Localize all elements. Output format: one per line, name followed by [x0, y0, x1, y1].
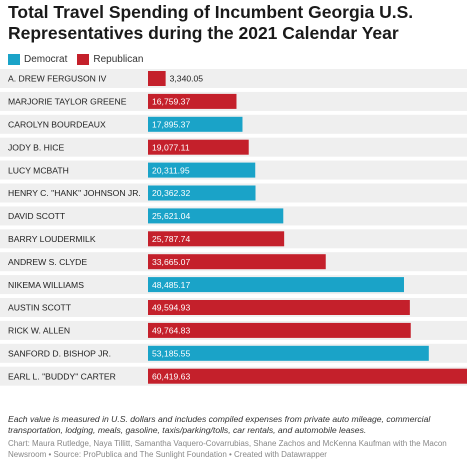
bar-row-a-drew-ferguson-iv: A. DREW FERGUSON IV 3,340.05	[0, 69, 467, 88]
chart-credits: Chart: Maura Rutledge, Naya Tillitt, Sam…	[8, 439, 447, 459]
category-label: HENRY C. "HANK" JOHNSON JR.	[8, 188, 141, 198]
bar-earl-l-buddy-carter	[148, 368, 467, 384]
value-label: 20,311.95	[152, 165, 190, 175]
bar-row-rick-w-allen: RICK W. ALLEN 49,764.83	[0, 320, 467, 340]
bar-row-austin-scott: AUSTIN SCOTT 49,594.93	[0, 298, 467, 317]
value-label: 49,594.93	[152, 303, 190, 313]
value-label: 3,340.05	[170, 74, 204, 84]
bar-rick-w-allen	[148, 322, 411, 338]
value-label: 25,621.04	[152, 211, 190, 221]
value-label: 53,185.55	[152, 349, 190, 359]
category-label: EARL L. "BUDDY" CARTER	[8, 371, 116, 381]
chart-title: Total Travel Spending of Incumbent Georg…	[8, 2, 414, 43]
category-label: SANFORD D. BISHOP JR.	[8, 349, 111, 359]
bar-carolyn-bourdeaux	[148, 116, 243, 132]
bar-nikema-williams	[148, 277, 404, 293]
legend: Democrat Republican	[8, 52, 143, 66]
bar-jody-b-hice	[148, 139, 249, 155]
category-label: LUCY MCBATH	[8, 165, 69, 175]
category-label: NIKEMA WILLIAMS	[8, 280, 84, 290]
bar-row-carolyn-bourdeaux: CAROLYN BOURDEAUX 17,895.37	[0, 114, 467, 134]
bar-row-nikema-williams: NIKEMA WILLIAMS 48,485.17	[0, 275, 467, 295]
bar-a-drew-ferguson-iv	[148, 71, 166, 86]
legend-label-republican: Republican	[93, 53, 144, 65]
category-label: DAVID SCOTT	[8, 211, 66, 221]
value-label: 17,895.37	[152, 120, 190, 130]
bar-barry-loudermilk	[148, 231, 285, 247]
category-label: JODY B. HICE	[8, 142, 64, 152]
bar-marjorie-taylor-greene	[148, 93, 237, 109]
legend-swatch-democrat	[8, 53, 20, 65]
category-label: MARJORIE TAYLOR GREENE	[8, 97, 127, 107]
category-label: BARRY LOUDERMILK	[8, 234, 96, 244]
legend-swatch-republican	[77, 53, 90, 65]
bar-row-barry-loudermilk: BARRY LOUDERMILK 25,787.74	[0, 229, 467, 249]
bar-row-henry-c-hank-johnson-jr: HENRY C. "HANK" JOHNSON JR. 20,362.32	[0, 183, 467, 203]
category-label: AUSTIN SCOTT	[8, 303, 72, 313]
bar-chart: A. DREW FERGUSON IV 3,340.05 MARJORIE TAYL…	[0, 69, 467, 386]
category-label: A. DREW FERGUSON IV	[8, 74, 107, 84]
bar-row-sanford-d-bishop-jr: SANFORD D. BISHOP JR. 53,185.55	[0, 343, 467, 363]
bar-row-david-scott: DAVID SCOTT 25,621.04	[0, 206, 467, 226]
bar-henry-c-hank-johnson-jr	[148, 185, 256, 201]
legend-item-democrat: Democrat	[8, 53, 68, 65]
bar-david-scott	[148, 208, 284, 224]
value-label: 49,764.83	[152, 326, 190, 336]
value-label: 48,485.17	[152, 280, 190, 290]
legend-label-democrat: Democrat	[24, 53, 68, 65]
bar-track	[0, 69, 467, 88]
bar-row-lucy-mcbath: LUCY MCBATH 20,311.95	[0, 160, 467, 180]
category-label: ANDREW S. CLYDE	[8, 257, 87, 267]
bar-sanford-d-bishop-jr	[148, 345, 429, 361]
value-label: 60,419.63	[152, 371, 190, 381]
bar-row-andrew-s-clyde: ANDREW S. CLYDE 33,665.07	[0, 252, 467, 272]
category-label: CAROLYN BOURDEAUX	[8, 120, 106, 130]
value-label: 33,665.07	[152, 257, 190, 267]
chart-note: Each value is measured in U.S. dollars a…	[8, 414, 431, 435]
bar-lucy-mcbath	[148, 162, 256, 178]
bar-andrew-s-clyde	[148, 254, 326, 270]
legend-item-republican: Republican	[77, 53, 144, 65]
bar-row-earl-l-buddy-carter: EARL L. "BUDDY" CARTER 60,419.63	[0, 366, 467, 386]
bar-row-marjorie-taylor-greene: MARJORIE TAYLOR GREENE 16,759.37	[0, 91, 467, 111]
value-label: 16,759.37	[152, 97, 190, 107]
value-label: 20,362.32	[152, 188, 190, 198]
category-label: RICK W. ALLEN	[8, 326, 70, 336]
bar-row-jody-b-hice: JODY B. HICE 19,077.11	[0, 137, 467, 157]
value-label: 25,787.74	[152, 234, 190, 244]
value-label: 19,077.11	[152, 142, 190, 152]
bar-austin-scott	[148, 300, 410, 315]
